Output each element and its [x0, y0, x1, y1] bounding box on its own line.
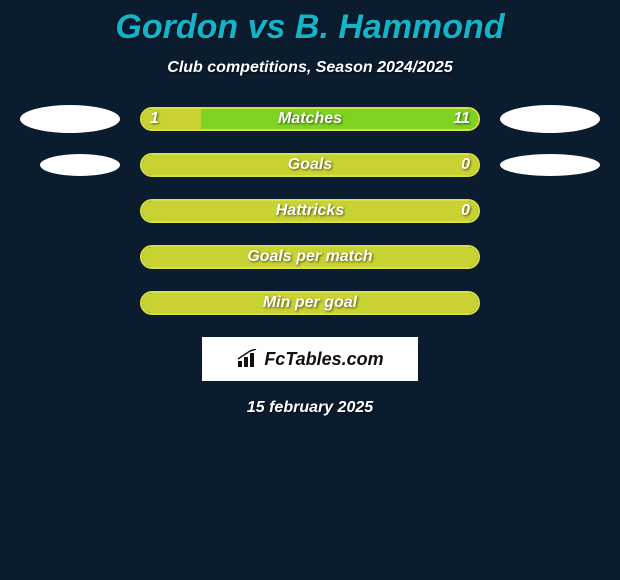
player1-name: Gordon — [115, 8, 238, 46]
player1-marker — [40, 154, 120, 176]
stat-label: Goals — [140, 153, 480, 177]
vs-text: vs — [248, 8, 286, 46]
stat-label: Hattricks — [140, 199, 480, 223]
stat-value-right: 0 — [461, 153, 470, 177]
stat-label: Goals per match — [140, 245, 480, 269]
stat-label: Min per goal — [140, 291, 480, 315]
stat-row: Min per goal — [0, 291, 620, 315]
stat-value-right: 11 — [453, 107, 470, 131]
stat-row: Matches111 — [0, 107, 620, 131]
stat-value-right: 0 — [461, 199, 470, 223]
stat-value-left: 1 — [150, 107, 159, 131]
logo-text: FcTables.com — [264, 349, 383, 370]
subtitle: Club competitions, Season 2024/2025 — [0, 59, 620, 77]
player2-marker — [500, 105, 600, 133]
player2-name: B. Hammond — [295, 8, 505, 46]
date-text: 15 february 2025 — [0, 399, 620, 417]
stats-area: Matches111Goals0Hattricks0Goals per matc… — [0, 107, 620, 315]
player2-marker — [500, 154, 600, 176]
comparison-title: Gordon vs B. Hammond — [0, 0, 620, 47]
stat-label: Matches — [140, 107, 480, 131]
chart-icon — [236, 349, 260, 369]
stat-row: Goals0 — [0, 153, 620, 177]
stat-row: Hattricks0 — [0, 199, 620, 223]
stat-row: Goals per match — [0, 245, 620, 269]
player1-marker — [20, 105, 120, 133]
source-logo: FcTables.com — [202, 337, 418, 381]
